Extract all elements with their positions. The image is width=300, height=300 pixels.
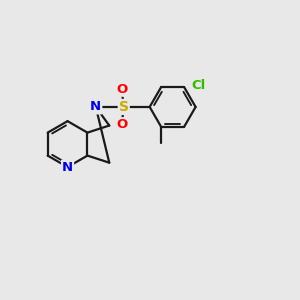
Text: O: O bbox=[116, 83, 127, 96]
Text: S: S bbox=[119, 100, 129, 114]
Text: Cl: Cl bbox=[191, 79, 206, 92]
Text: N: N bbox=[90, 100, 101, 113]
Text: O: O bbox=[116, 118, 127, 131]
Text: N: N bbox=[62, 160, 73, 174]
